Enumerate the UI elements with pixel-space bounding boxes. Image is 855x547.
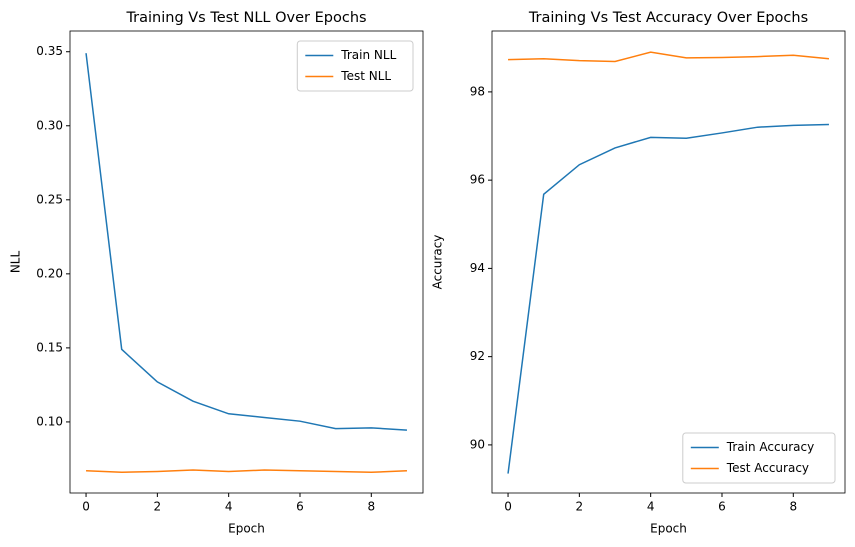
x-axis-label: Epoch: [228, 522, 265, 536]
legend: Train Accuracy Test Accuracy: [682, 432, 836, 484]
chart: 0.10 0.15 0.20 0.25 0.30 0.35 0 2 4 6 8 Training Vs…: [9, 10, 424, 536]
x-tick-label: 6: [296, 500, 304, 514]
x-axis-label: Epoch: [650, 522, 687, 536]
x-tick-label: 2: [154, 500, 162, 514]
y-tick-label: 92: [470, 349, 485, 363]
y-tick-label: 0.25: [36, 192, 63, 206]
legend: Train NLL Test NLL: [296, 40, 414, 92]
y-tick-label: 96: [470, 173, 485, 187]
x-tick-label: 0: [504, 500, 512, 514]
legend-box: [682, 432, 836, 484]
plot-frame: [69, 30, 424, 494]
y-tick-label: 90: [470, 437, 485, 451]
y-tick-label: 0.35: [36, 44, 63, 58]
y-tick-label: 0.10: [36, 414, 63, 428]
data-line: [508, 51, 830, 63]
y-axis-label: Accuracy: [431, 235, 445, 290]
data-line: [86, 469, 407, 474]
legend-box: [296, 40, 414, 92]
x-tick-label: 8: [789, 500, 797, 514]
x-tick-label: 4: [647, 500, 655, 514]
x-tick-label: 6: [718, 500, 726, 514]
y-tick-label: 0.15: [36, 340, 63, 354]
y-tick-label: 0.20: [36, 266, 63, 280]
chart-title: Training Vs Test NLL Over Epochs: [125, 10, 366, 26]
chart: 90 92 94 96 98 0 2 4 6 8 Training Vs Test Accuracy…: [431, 10, 846, 536]
y-axis-label: NLL: [9, 251, 23, 274]
legend-label: Train Accuracy: [726, 440, 814, 454]
legend-label: Train NLL: [340, 48, 396, 62]
data-line: [85, 53, 408, 431]
y-tick-label: 94: [470, 261, 485, 275]
chart-title: Training Vs Test Accuracy Over Epochs: [528, 10, 808, 26]
legend-label: Test Accuracy: [726, 461, 809, 475]
plot-frame: [491, 30, 846, 494]
legend-label: Test NLL: [340, 69, 391, 83]
x-tick-label: 8: [367, 500, 375, 514]
y-tick-label: 0.30: [36, 118, 63, 132]
x-tick-label: 4: [225, 500, 233, 514]
data-line: [507, 123, 829, 474]
y-tick-label: 98: [470, 84, 485, 98]
x-tick-label: 0: [82, 500, 90, 514]
x-tick-label: 2: [576, 500, 584, 514]
